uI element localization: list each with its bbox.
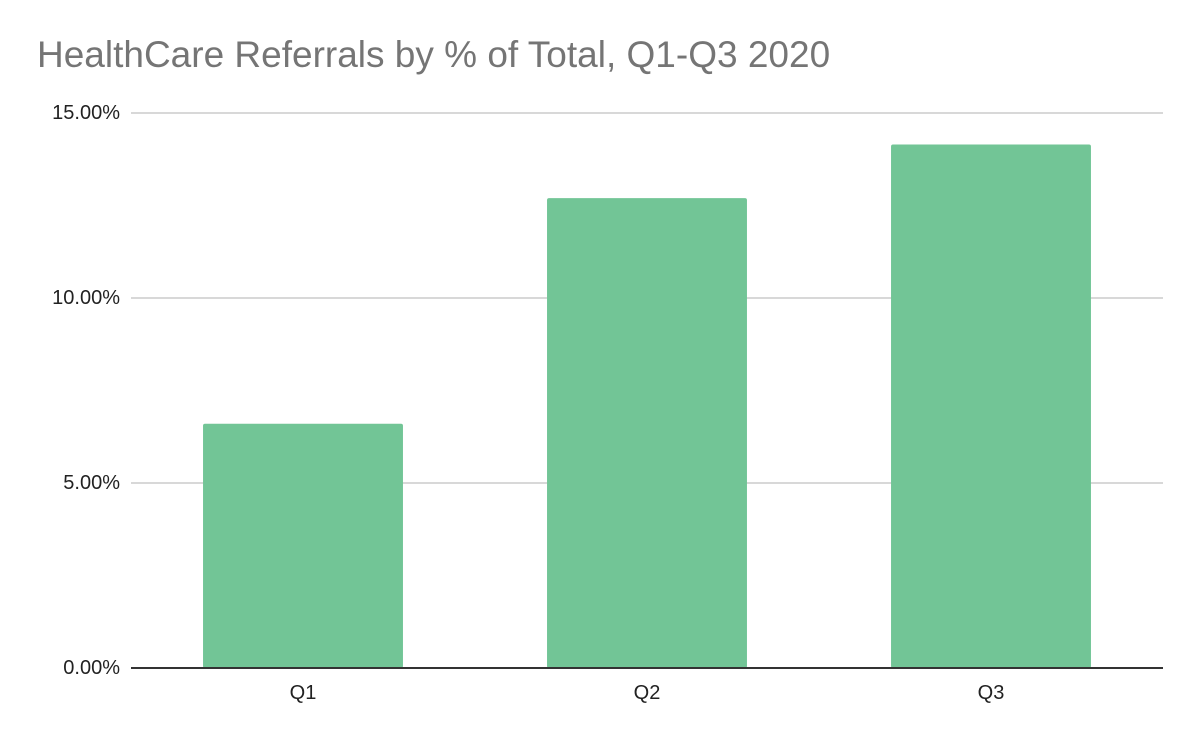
y-tick-label: 5.00%	[63, 472, 120, 494]
chart-title: HealthCare Referrals by % of Total, Q1-Q…	[37, 34, 831, 75]
axes: 0.00% 5.00% 10.00% 15.00% Q1 Q2 Q3	[52, 102, 1163, 704]
bar-q1	[203, 423, 403, 668]
x-tick-label: Q1	[290, 682, 317, 704]
bars	[203, 144, 1091, 668]
y-tick-label: 15.00%	[52, 102, 120, 124]
x-tick-label: Q2	[634, 682, 661, 704]
bar-q3	[891, 144, 1091, 668]
x-tick-label: Q3	[978, 682, 1005, 704]
y-tick-label: 10.00%	[52, 287, 120, 309]
bar-q2	[547, 198, 747, 668]
y-tick-label: 0.00%	[63, 657, 120, 679]
